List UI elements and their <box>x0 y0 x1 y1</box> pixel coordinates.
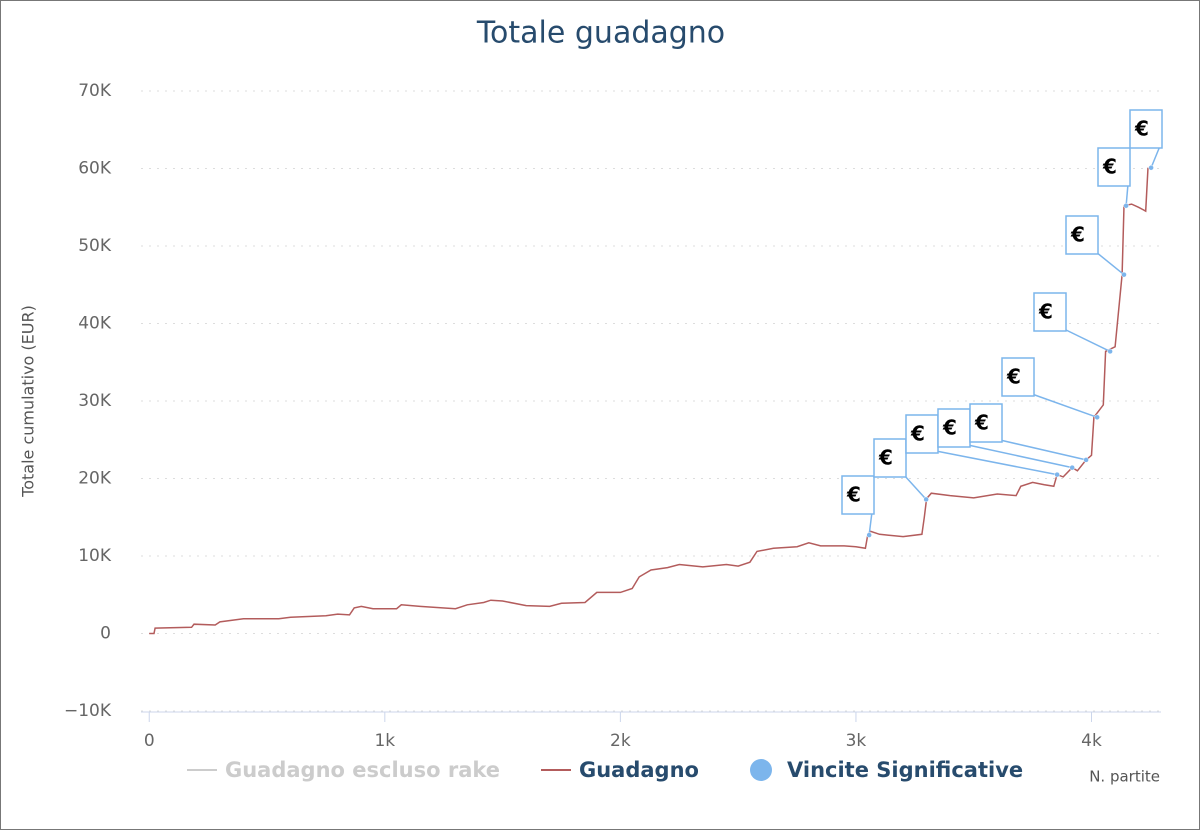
annotation-connector <box>868 511 873 536</box>
annotation-label: € <box>1134 117 1149 141</box>
y-tick-label: 20K <box>78 469 112 489</box>
annotation-box <box>1033 292 1067 332</box>
y-tick-label: −10K <box>64 701 112 721</box>
annotation-label: € <box>910 422 925 446</box>
annotation-box <box>1097 147 1131 187</box>
scatter-point <box>923 496 929 503</box>
y-axis-title: Totale cumulativo (EUR) <box>19 305 38 498</box>
legend-item[interactable]: Vincite Significative <box>750 758 1023 782</box>
annotation-connector <box>935 450 1058 476</box>
annotation-connector <box>999 439 1087 461</box>
annotation-connector <box>1150 145 1161 169</box>
annotation-box <box>969 403 1003 443</box>
x-tick-label: 2k <box>610 731 631 751</box>
y-tick-label: 50K <box>78 236 112 256</box>
scatter-point <box>1083 457 1089 463</box>
scatter-point <box>1121 271 1127 278</box>
annotation-label: € <box>1038 300 1053 324</box>
scatter-point <box>1148 164 1154 171</box>
legend-symbol <box>750 759 772 781</box>
scatter-point <box>1069 464 1075 471</box>
legend-label: Vincite Significative <box>787 758 1023 782</box>
scatter-point <box>866 532 872 538</box>
x-tick-label: 3k <box>846 731 867 751</box>
y-tick-label: 0 <box>100 624 111 644</box>
annotation-box <box>873 438 907 478</box>
annotation-label: € <box>1006 365 1021 389</box>
scatter-point <box>1054 471 1060 478</box>
annotation-connector <box>967 444 1073 469</box>
annotation-connector <box>1031 393 1098 418</box>
legend-item[interactable]: Guadagno escluso rake <box>187 758 500 782</box>
annotation-label: € <box>846 483 861 507</box>
annotation-label: € <box>942 416 957 440</box>
scatter-point <box>1094 414 1100 421</box>
x-tick-label: 4k <box>1081 731 1102 751</box>
legend-label: Guadagno escluso rake <box>225 758 500 782</box>
x-tick-label: 1k <box>374 731 395 751</box>
annotation-label: € <box>974 411 989 435</box>
annotation-connector <box>903 474 927 500</box>
annotation-label: € <box>878 446 893 470</box>
annotation-label: € <box>1070 223 1085 247</box>
legend-item[interactable]: Guadagno <box>541 758 699 782</box>
annotation-box <box>1001 357 1035 397</box>
annotation-connector <box>1125 183 1129 206</box>
chart-title: Totale guadagno <box>476 16 725 51</box>
legend-label: Guadagno <box>579 758 699 782</box>
annotation-connector <box>1095 251 1125 276</box>
y-tick-label: 70K <box>78 81 112 101</box>
x-tick-label: 0 <box>144 731 155 751</box>
annotation-connector <box>1063 328 1111 353</box>
y-tick-label: 10K <box>78 546 112 566</box>
annotation-box <box>841 475 875 515</box>
y-tick-label: 40K <box>78 314 112 334</box>
x-axis-title: N. partite <box>1089 768 1160 786</box>
annotation-box <box>1129 109 1163 149</box>
y-tick-label: 60K <box>78 159 112 179</box>
y-tick-label: 30K <box>78 391 112 411</box>
annotation-box <box>1065 215 1099 255</box>
scatter-point <box>1107 348 1113 355</box>
annotation-label: € <box>1102 155 1117 179</box>
scatter-point <box>1123 202 1129 209</box>
